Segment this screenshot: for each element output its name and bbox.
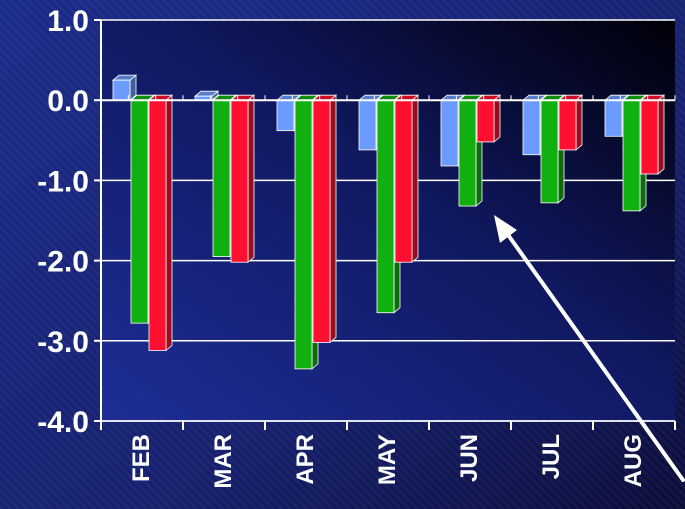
bar-jul-series-3	[557, 94, 584, 151]
y-tick-label: 1.0	[47, 5, 89, 38]
x-tick-label-aug: AUG	[620, 434, 647, 487]
bar-aug-series-3	[639, 94, 666, 175]
x-tick-label-jun: JUN	[456, 434, 483, 482]
x-tick-label-apr: APR	[292, 434, 319, 485]
tick-labels: 1.0 0.0 -1.0 -2.0 -3.0 -4.0 FEB MAR APR MAY JUN JUL…	[37, 5, 647, 489]
bar-jun-series-3	[475, 94, 502, 143]
bar-may-series-3	[393, 94, 420, 264]
y-tick-label: -1.0	[37, 165, 89, 198]
x-tick-label-feb: FEB	[128, 434, 155, 482]
y-tick-label: 0.0	[47, 85, 89, 118]
y-tick-label: -2.0	[37, 246, 89, 279]
x-tick-label-mar: MAR	[210, 434, 237, 489]
bar-feb-series-3	[147, 94, 174, 352]
bar-apr-series-3	[311, 94, 338, 344]
bars	[111, 74, 666, 370]
bar-feb-series-1	[111, 74, 138, 102]
axes	[94, 19, 676, 430]
bar-mar-series-1	[193, 90, 220, 102]
annotation-arrow	[494, 215, 685, 482]
x-tick-label-jul: JUL	[538, 434, 565, 479]
annotations	[494, 215, 685, 482]
y-tick-label: -3.0	[37, 326, 89, 359]
x-tick-label-may: MAY	[374, 434, 401, 485]
y-tick-label: -4.0	[37, 406, 89, 439]
bar-mar-series-3	[229, 94, 256, 264]
